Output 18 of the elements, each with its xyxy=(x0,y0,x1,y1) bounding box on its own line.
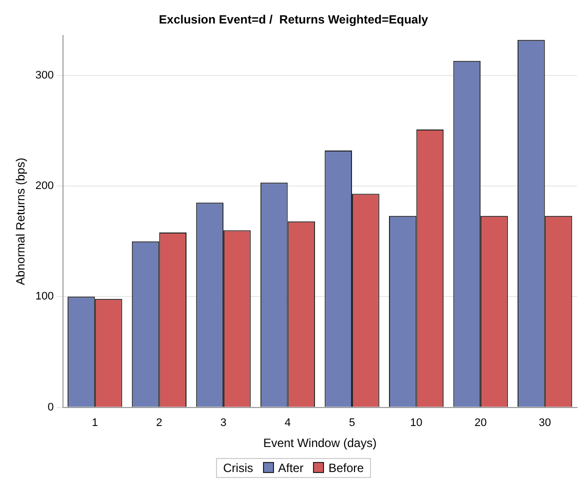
x-tick-label: 3 xyxy=(220,417,227,430)
x-tick-label: 20 xyxy=(474,417,487,430)
x-tick-label: 2 xyxy=(156,417,162,430)
legend-title: Crisis xyxy=(223,461,254,475)
x-tick-label: 4 xyxy=(284,417,291,430)
y-tick-label: 300 xyxy=(35,69,54,82)
legend-label: Before xyxy=(328,461,364,475)
x-axis-title: Event Window (days) xyxy=(263,436,377,450)
x-tick-label: 1 xyxy=(92,417,98,430)
y-axis-title: Abnormal Returns (bps) xyxy=(14,158,28,286)
y-tick-label: 0 xyxy=(48,401,54,414)
chart-title: Exclusion Event=d / Returns Weighted=Equaly xyxy=(158,12,428,27)
x-tick-label: 30 xyxy=(538,417,551,430)
legend-label: After xyxy=(278,461,304,475)
y-tick-label: 100 xyxy=(35,290,54,303)
x-tick-label: 5 xyxy=(348,417,356,430)
y-tick-label: 200 xyxy=(35,180,54,192)
x-tick-label: 10 xyxy=(410,417,422,430)
